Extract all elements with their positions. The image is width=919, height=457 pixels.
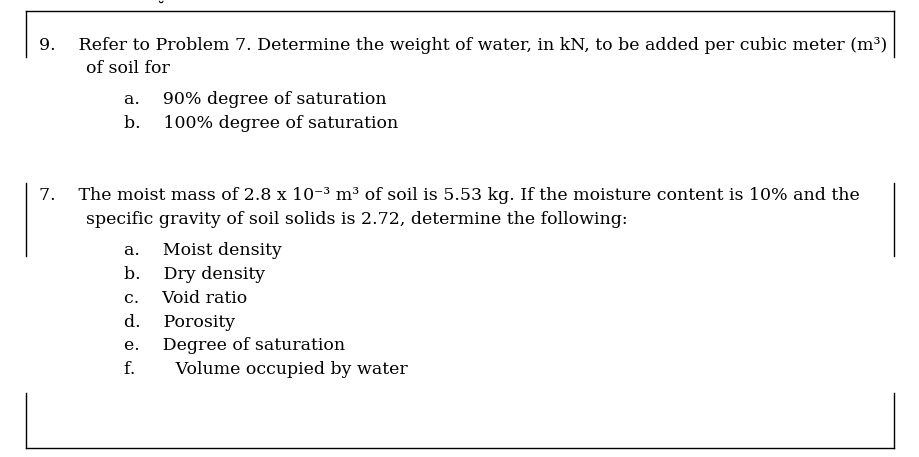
Text: a.  90% degree of saturation: a. 90% degree of saturation <box>124 91 386 108</box>
Text: d.  Porosity: d. Porosity <box>124 314 235 330</box>
Text: b.  Dry density: b. Dry density <box>124 266 265 283</box>
Text: 9.  Refer to Problem 7. Determine the weight of water, in kN, to be added per cu: 9. Refer to Problem 7. Determine the wei… <box>39 37 886 53</box>
Text: f.   Volume occupied by water: f. Volume occupied by water <box>124 361 407 378</box>
Text: specific gravity of soil solids is 2.72, determine the following:: specific gravity of soil solids is 2.72,… <box>85 211 627 228</box>
Text: of soil for: of soil for <box>85 60 169 77</box>
Text: 7.  The moist mass of 2.8 x 10⁻³ m³ of soil is 5.53 kg. If the moisture content : 7. The moist mass of 2.8 x 10⁻³ m³ of so… <box>39 187 858 204</box>
Text: a.  Moist density: a. Moist density <box>124 242 282 259</box>
Text: c.  Void ratio: c. Void ratio <box>124 290 247 307</box>
Text: b.  100% degree of saturation: b. 100% degree of saturation <box>124 115 398 132</box>
Text: e.  Degree of saturation: e. Degree of saturation <box>124 337 345 354</box>
